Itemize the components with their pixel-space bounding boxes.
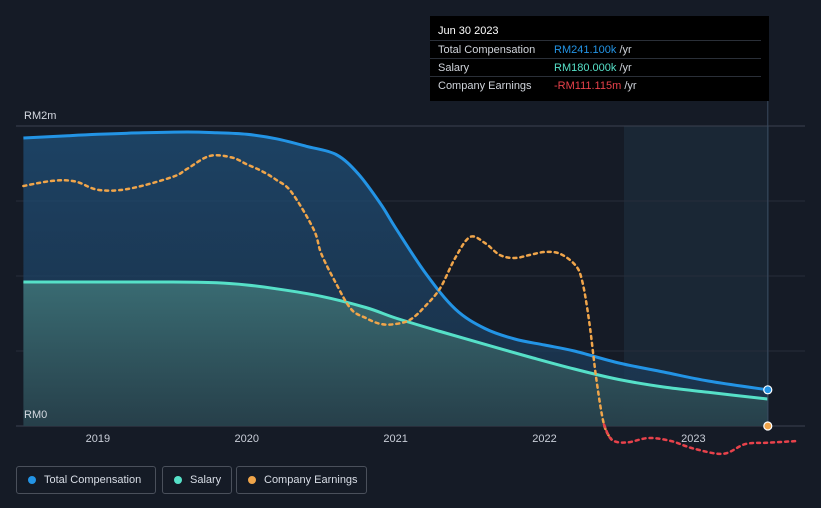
tooltip-value: RM241.100k /yr [554,44,632,56]
total-compensation-dot-icon [28,476,36,484]
hover-tooltip: Jun 30 2023 Total Compensation RM241.100… [430,16,769,101]
company-earnings-line [22,153,799,456]
y-axis-bottom-label: RM0 [24,409,47,421]
tooltip-label: Salary [438,62,470,74]
tooltip-label: Total Compensation [438,44,536,56]
tooltip-row-salary: Salary RM180.000k /yr [430,58,761,77]
legend-label: Salary [190,474,222,486]
y-axis-top-label: RM2m [24,110,56,122]
earnings-positive-segment [22,153,613,441]
hover-markers [763,385,773,431]
earnings-negative-segment [602,423,799,456]
tooltip-row-total-compensation: Total Compensation RM241.100k /yr [430,40,761,59]
salary-area [23,281,768,426]
tooltip-date: Jun 30 2023 [438,25,499,37]
legend-label: Company Earnings [264,474,358,486]
tooltip-value: RM180.000k /yr [554,62,632,74]
x-tick-label: 2022 [532,433,556,445]
tooltip-value: -RM111.115m /yr [554,80,637,92]
x-axis-ticks: 2019 2020 2021 2022 2023 [86,433,706,445]
x-tick-label: 2019 [86,433,110,445]
total-compensation-line [23,130,769,392]
total-compensation-marker [763,385,773,395]
salary-line [23,280,768,401]
tooltip-row-company-earnings: Company Earnings -RM111.115m /yr [430,76,761,95]
company-earnings-dot-icon [248,476,256,484]
company-earnings-marker [763,421,773,431]
legend-salary[interactable]: Salary [162,466,232,494]
salary-dot-icon [174,476,182,484]
legend-label: Total Compensation [44,474,142,486]
x-tick-label: 2021 [383,433,407,445]
legend-company-earnings[interactable]: Company Earnings [236,466,367,494]
tooltip-label: Company Earnings [438,80,532,92]
x-tick-label: 2023 [681,433,705,445]
x-tick-label: 2020 [235,433,259,445]
legend-total-compensation[interactable]: Total Compensation [16,466,156,494]
